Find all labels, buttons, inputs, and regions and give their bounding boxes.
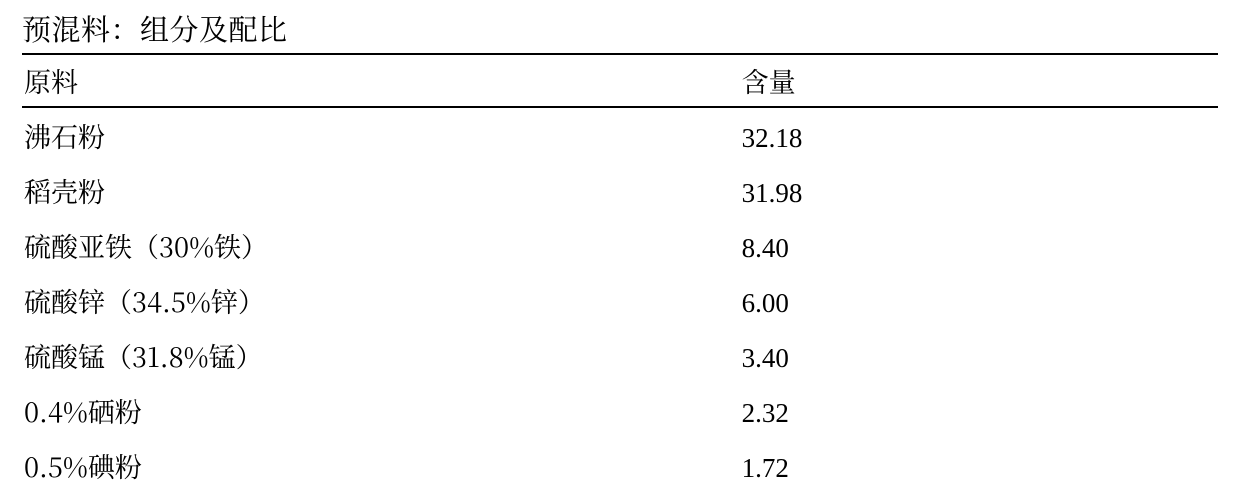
table-row: 硫酸锰（31.8%锰）3.40 <box>22 328 1218 383</box>
table-row: 硫酸锌（34.5%锌）6.00 <box>22 273 1218 328</box>
table-row: 0.4%硒粉2.32 <box>22 383 1218 438</box>
table-row: 0.5%碘粉1.72 <box>22 438 1218 493</box>
table-row: 硫酸亚铁（30%铁）8.40 <box>22 218 1218 273</box>
premix-table: 原料 含量 沸石粉32.18稻壳粉31.98硫酸亚铁（30%铁）8.40硫酸锌（… <box>22 53 1218 501</box>
table-row: 稻壳粉31.98 <box>22 163 1218 218</box>
cell-material: 稻壳粉 <box>22 163 740 218</box>
section-title: 预混料：组分及配比 <box>22 8 1218 49</box>
table-row: 沸石粉32.18 <box>22 107 1218 163</box>
cell-amount: 31.98 <box>740 163 1218 218</box>
cell-material: 0.5%碘粉 <box>22 438 740 493</box>
cell-amount: 1.72 <box>740 438 1218 493</box>
cell-amount: 8.40 <box>740 218 1218 273</box>
cell-material: 硫酸锌（34.5%锌） <box>22 273 740 328</box>
document-wrap: 预混料：组分及配比 原料 含量 沸石粉32.18稻壳粉31.98硫酸亚铁（30%… <box>0 0 1240 501</box>
cell-material: 碱式氯化铜（58%铜） <box>22 493 740 501</box>
table-row: 碱式氯化铜（58%铜）6.00 <box>22 493 1218 501</box>
cell-material: 硫酸亚铁（30%铁） <box>22 218 740 273</box>
cell-material: 硫酸锰（31.8%锰） <box>22 328 740 383</box>
cell-amount: 32.18 <box>740 107 1218 163</box>
col-header-material: 原料 <box>22 54 740 107</box>
cell-material: 0.4%硒粉 <box>22 383 740 438</box>
cell-amount: 2.32 <box>740 383 1218 438</box>
cell-amount: 6.00 <box>740 273 1218 328</box>
cell-amount: 6.00 <box>740 493 1218 501</box>
cell-material: 沸石粉 <box>22 107 740 163</box>
table-header-row: 原料 含量 <box>22 54 1218 107</box>
col-header-amount: 含量 <box>740 54 1218 107</box>
cell-amount: 3.40 <box>740 328 1218 383</box>
table-body: 沸石粉32.18稻壳粉31.98硫酸亚铁（30%铁）8.40硫酸锌（34.5%锌… <box>22 107 1218 501</box>
